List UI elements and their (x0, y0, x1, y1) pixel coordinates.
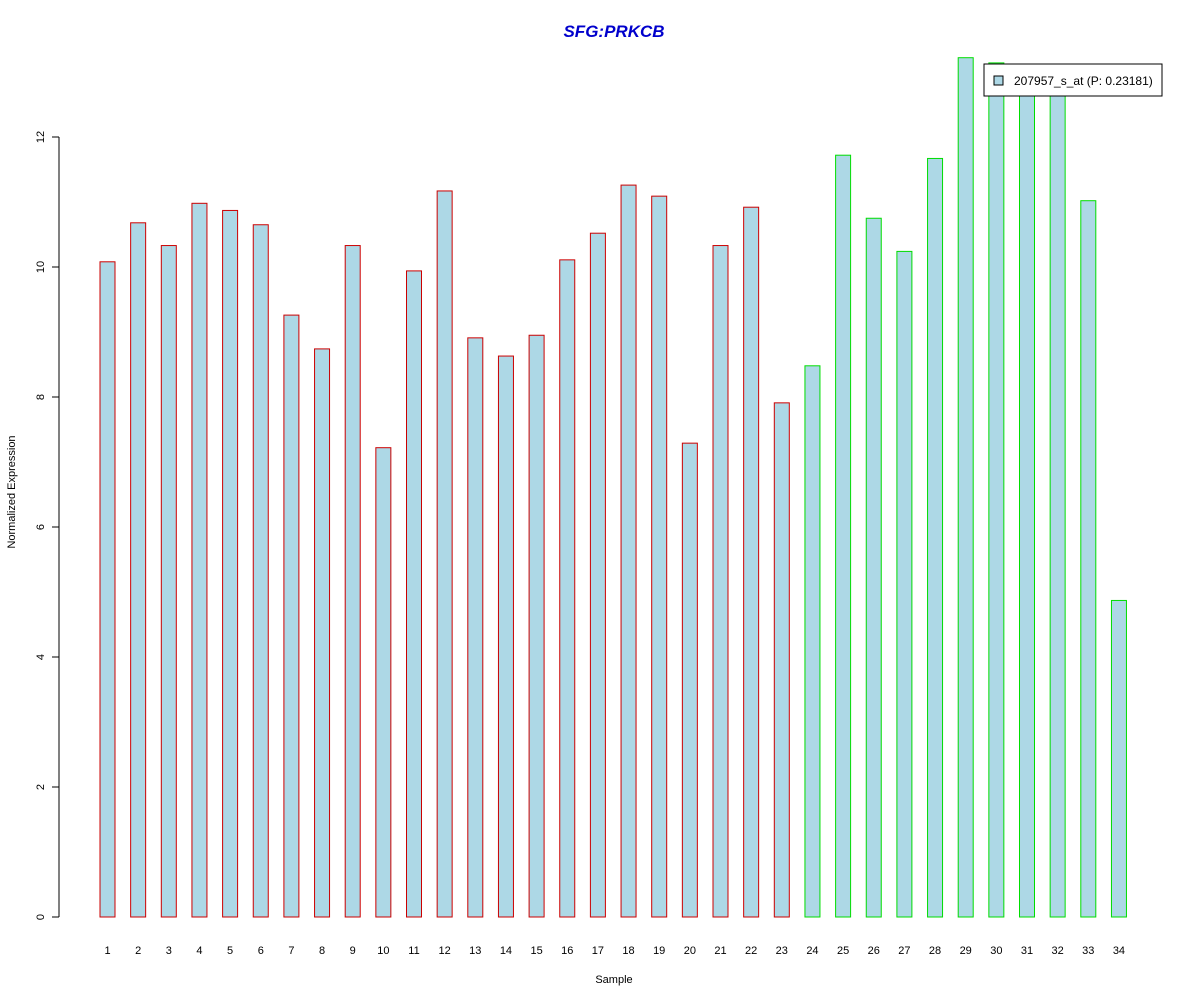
bar-sample-12 (436, 190, 453, 918)
legend: 207957_s_at (P: 0.23181) (983, 63, 1163, 97)
y-tick-label: 8 (35, 394, 47, 400)
x-tick-label: 28 (929, 945, 941, 957)
x-tick-label: 27 (898, 945, 910, 957)
y-tick-label: 12 (35, 131, 47, 143)
bar-sample-17 (589, 232, 606, 918)
x-tick-label: 34 (1113, 945, 1125, 957)
y-tick-label: 0 (35, 914, 47, 920)
bar-sample-28 (927, 157, 944, 918)
x-tick-label: 16 (561, 945, 573, 957)
x-tick-label: 6 (258, 945, 264, 957)
legend-label: 207957_s_at (P: 0.23181) (1014, 74, 1153, 88)
bar-sample-5 (222, 209, 239, 918)
x-tick-label: 11 (408, 945, 419, 957)
x-tick-label: 13 (469, 945, 481, 957)
x-tick-label: 2 (135, 945, 141, 957)
x-tick-label: 31 (1021, 945, 1033, 957)
x-tick-label: 10 (377, 945, 389, 957)
bars-group (99, 57, 1127, 918)
chart-title: SFG:PRKCB (563, 22, 664, 41)
bar-sample-23 (773, 402, 790, 918)
bar-sample-13 (467, 337, 484, 918)
bar-sample-19 (651, 195, 668, 918)
bar-sample-14 (497, 355, 514, 918)
bar-sample-3 (160, 245, 177, 918)
y-tick-label: 10 (35, 261, 47, 273)
bar-sample-22 (743, 206, 760, 918)
bar-sample-25 (835, 154, 852, 918)
bar-sample-16 (559, 259, 576, 918)
x-tick-label: 15 (530, 945, 542, 957)
x-tick-label: 32 (1052, 945, 1064, 957)
x-tick-label: 24 (806, 945, 818, 957)
x-tick-label: 9 (350, 945, 356, 957)
bar-sample-30 (988, 62, 1005, 918)
bar-sample-10 (375, 447, 392, 918)
x-tick-label: 20 (684, 945, 696, 957)
x-tick-label: 14 (500, 945, 512, 957)
y-axis-label: Normalized Expression (6, 435, 18, 548)
legend-box (983, 63, 1163, 97)
x-tick-label: 18 (622, 945, 634, 957)
bar-sample-8 (314, 348, 331, 918)
bar-sample-27 (896, 250, 913, 918)
bar-sample-34 (1110, 599, 1127, 918)
y-tick-label: 2 (35, 784, 47, 790)
x-tick-label: 8 (319, 945, 325, 957)
bar-sample-33 (1080, 200, 1097, 918)
x-tick-label: 29 (960, 945, 972, 957)
x-tick-label: 17 (592, 945, 604, 957)
bar-sample-20 (681, 442, 698, 918)
x-tick-label: 22 (745, 945, 757, 957)
x-tick-label: 7 (288, 945, 294, 957)
bar-sample-26 (865, 217, 882, 918)
x-tick-label: 33 (1082, 945, 1094, 957)
x-tick-labels: 1 2 3 4 5 6 7 8 9 10 11 12 13 14 15 16 17 18 19 20 21 22 23 24 2… (104, 945, 1125, 957)
x-tick-label: 21 (714, 945, 726, 957)
bar-sample-2 (130, 222, 147, 918)
bar-sample-7 (283, 314, 300, 918)
bar-sample-29 (957, 57, 974, 918)
bar-sample-24 (804, 365, 821, 918)
bar-sample-11 (406, 270, 422, 918)
bar-sample-18 (620, 184, 637, 918)
y-tick-label: 6 (35, 524, 47, 530)
y-tick-label: 4 (35, 654, 47, 660)
x-tick-label: 3 (166, 945, 172, 957)
bar-sample-21 (712, 245, 729, 918)
bar-sample-6 (252, 224, 269, 918)
bar-sample-1 (99, 261, 116, 918)
bar-sample-32 (1049, 79, 1066, 918)
x-tick-label: 23 (776, 945, 788, 957)
bar-sample-31 (1019, 76, 1035, 918)
legend-swatch (993, 75, 1004, 86)
x-tick-label: 25 (837, 945, 849, 957)
bar-sample-4 (191, 202, 208, 918)
bar-sample-9 (344, 245, 361, 918)
x-axis-label: Sample (595, 974, 632, 986)
x-tick-label: 1 (104, 945, 110, 957)
bar-sample-15 (528, 334, 545, 918)
x-tick-label: 30 (990, 945, 1002, 957)
y-axis: 0 2 4 6 8 10 12 (35, 131, 60, 920)
x-tick-label: 5 (227, 945, 233, 957)
x-tick-label: 12 (439, 945, 451, 957)
x-tick-label: 26 (868, 945, 880, 957)
x-tick-label: 19 (653, 945, 665, 957)
x-tick-label: 4 (196, 945, 202, 957)
